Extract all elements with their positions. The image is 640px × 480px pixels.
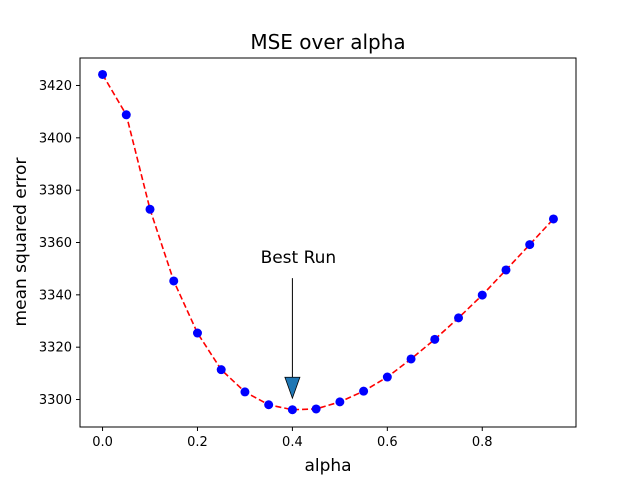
data-point [335,397,345,407]
data-point [169,276,179,286]
data-point [548,214,558,224]
data-point [287,405,297,415]
data-point [145,204,155,214]
series-layer [98,69,558,415]
x-tick-label: 0.2 [187,435,208,450]
data-point [311,404,321,414]
data-point [382,372,392,382]
y-tick-label: 3320 [39,341,72,356]
data-point [121,110,131,120]
data-point [98,69,108,79]
y-tick-label: 3400 [39,131,72,146]
x-tick-label: 0.0 [92,435,113,450]
y-tick-label: 3360 [39,236,72,251]
data-point [525,240,535,250]
x-axis: 0.0 0.2 0.4 0.6 0.8 [92,427,493,450]
x-axis-label: alpha [304,456,351,476]
y-axis-label: mean squared error [11,158,31,327]
annotation-label: Best Run [261,248,337,268]
y-tick-label: 3300 [39,393,72,408]
y-axis: 3300 3320 3340 3360 3380 3400 3420 [39,79,80,408]
annotation-arrow-head [284,376,301,400]
chart-title: MSE over alpha [250,30,405,54]
data-point [454,313,464,323]
x-tick-label: 0.8 [472,435,493,450]
data-point [192,328,202,338]
series-line [101,74,555,411]
annotation-layer: Best Run [261,248,337,400]
x-tick-label: 0.4 [282,435,303,450]
data-point [430,334,440,344]
y-tick-label: 3420 [39,79,72,94]
y-tick-label: 3380 [39,184,72,199]
data-point [264,400,274,410]
data-point [216,365,226,375]
data-point [501,265,511,275]
data-point [477,290,487,300]
data-point [240,387,250,397]
y-tick-label: 3340 [39,288,72,303]
data-point [406,354,416,364]
data-point [359,386,369,396]
x-tick-label: 0.6 [377,435,398,450]
